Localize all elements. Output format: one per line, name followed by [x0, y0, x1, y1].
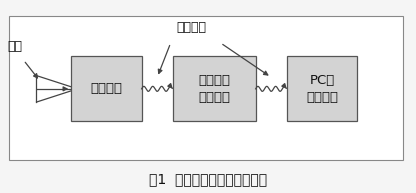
- Bar: [287, 56, 357, 121]
- Bar: [71, 56, 142, 121]
- Text: 探头: 探头: [8, 40, 23, 53]
- Text: 信号处理
显示系统: 信号处理 显示系统: [198, 74, 230, 104]
- Bar: [9, 16, 403, 160]
- Bar: [173, 56, 256, 121]
- Text: 图1  土壤水分测定仪组成框图: 图1 土壤水分测定仪组成框图: [149, 172, 267, 186]
- Text: 通讯电缆: 通讯电缆: [176, 21, 206, 34]
- Text: 探测系统: 探测系统: [90, 82, 122, 95]
- Text: PC机
软件系统: PC机 软件系统: [306, 74, 338, 104]
